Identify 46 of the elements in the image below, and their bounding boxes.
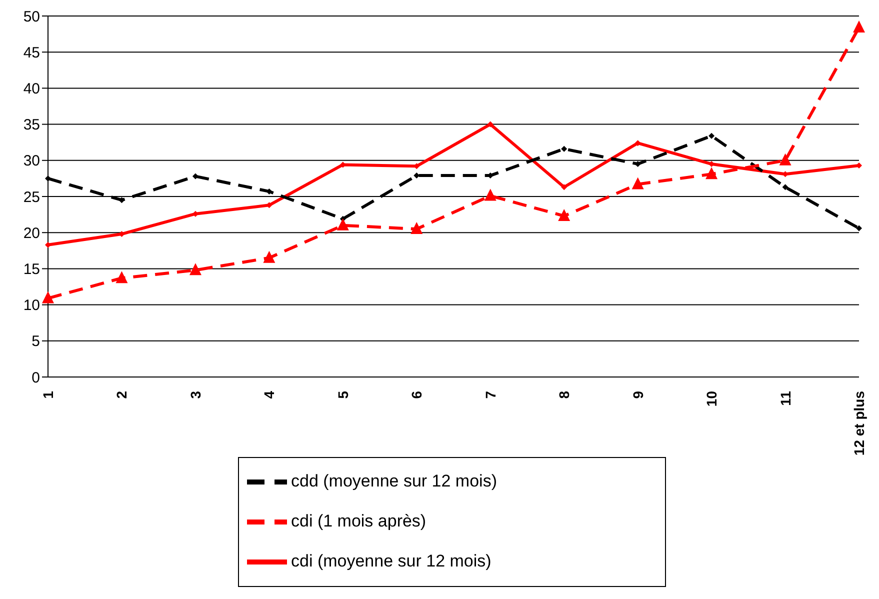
- legend-label: cdi (1 mois après): [291, 511, 426, 530]
- y-tick-label: 20: [23, 224, 40, 242]
- point: [779, 153, 792, 166]
- x-tick-label: 6: [408, 390, 425, 399]
- point: [192, 173, 198, 180]
- point: [484, 188, 496, 201]
- point: [410, 222, 423, 234]
- point: [561, 184, 568, 190]
- y-tick-label: 15: [23, 261, 40, 278]
- y-tick-label: 10: [23, 297, 40, 314]
- point: [263, 250, 276, 263]
- y-tick-label: 0: [32, 369, 40, 386]
- x-tick-label: 7: [482, 390, 498, 399]
- point: [118, 197, 125, 204]
- y-tick-label: 5: [32, 333, 40, 350]
- point: [782, 184, 788, 190]
- y-tick-label: 40: [23, 80, 40, 98]
- point: [634, 140, 641, 146]
- point: [856, 225, 862, 232]
- point: [116, 271, 128, 284]
- x-tick-label: 4: [261, 390, 278, 399]
- point: [558, 208, 570, 221]
- y-tick-label: 35: [23, 116, 40, 134]
- point: [189, 263, 202, 276]
- point: [706, 167, 718, 180]
- point: [632, 177, 644, 190]
- x-tick-label: 5: [334, 390, 351, 399]
- y-tick-label: 45: [23, 44, 40, 62]
- y-tick-label: 50: [23, 8, 40, 26]
- legend-label: cdd (moyenne sur 12 mois): [291, 471, 497, 490]
- point: [487, 121, 494, 128]
- point: [42, 291, 54, 304]
- x-tick-label: 9: [630, 390, 646, 399]
- x-tick-label: 12 et plus: [851, 390, 867, 456]
- point: [336, 218, 349, 230]
- point: [561, 146, 568, 152]
- x-tick-label: 10: [704, 390, 720, 407]
- x-tick-label: 3: [187, 390, 204, 399]
- x-tick-label: 2: [114, 390, 130, 399]
- x-tick-label: 11: [777, 390, 794, 406]
- x-tick-label: 1: [40, 390, 56, 399]
- y-tick-label: 25: [23, 188, 40, 206]
- y-tick-label: 30: [23, 152, 40, 170]
- x-tick-label: 8: [556, 390, 572, 399]
- point: [708, 132, 715, 139]
- legend-label: cdi (moyenne sur 12 mois): [291, 551, 492, 570]
